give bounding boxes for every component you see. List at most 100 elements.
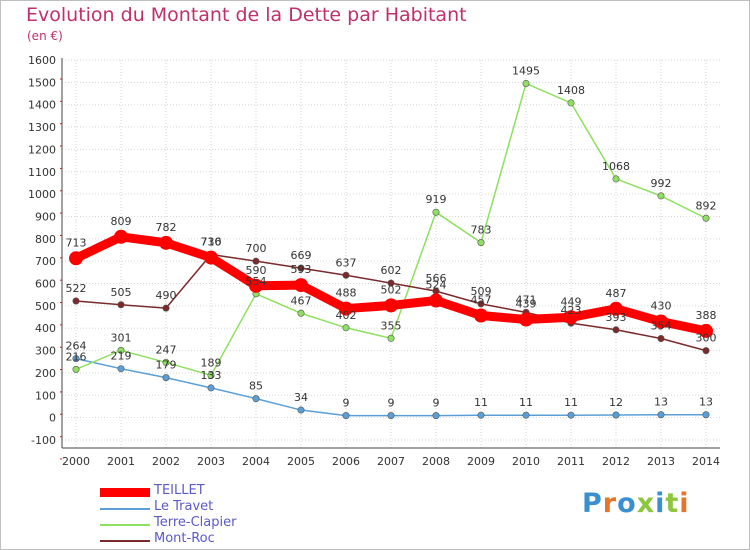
data-label: 1495 [512,64,540,77]
data-label: 9 [388,397,395,410]
data-label: 219 [111,350,132,363]
data-label-layer: 713 809 782 716 590 593 488 502 524 457 439 449 487 4… [66,64,717,409]
data-point [429,293,443,308]
series-teillet [69,229,713,338]
data-label: 524 [426,279,447,292]
data-point [249,278,263,293]
data-point [207,384,215,392]
data-label: 216 [66,350,87,363]
data-label: 554 [246,275,267,288]
data-point [477,239,485,247]
data-label: 393 [606,311,627,324]
data-label: 602 [381,264,402,277]
legend-label: TEILLET [154,483,205,498]
x-tick-label: 2010 [512,455,540,468]
y-tick-label: 600 [35,278,56,291]
data-label: 730 [201,235,222,248]
data-label: 13 [699,396,713,409]
data-point [339,301,353,316]
data-label: 430 [651,300,672,313]
x-tick-label: 2013 [647,455,675,468]
data-point [612,326,620,334]
data-point [522,79,530,87]
logo-letter: x [636,488,656,519]
logo-letter: r [602,488,618,519]
data-label: 637 [336,256,357,269]
data-label: 34 [294,391,308,404]
data-label: 487 [606,287,627,300]
axis-layer: -100 0 100 200 300 400 500 600 700 800 900 1000 1100… [28,54,720,468]
data-point [204,250,218,265]
logo-letter: i [655,488,666,519]
data-point [699,323,713,338]
data-point [72,355,80,363]
data-point [477,300,485,308]
data-label: 809 [111,215,132,228]
data-point [567,99,575,107]
data-point [114,229,128,244]
data-point [657,192,665,200]
data-label: 892 [696,199,717,212]
data-label: 355 [381,319,402,332]
data-point [432,208,440,216]
data-label: 264 [66,340,87,353]
data-label: 13 [654,396,668,409]
data-label: 11 [474,396,488,409]
data-label: 402 [336,309,357,322]
legend-item: Terre-Clapier [100,515,320,532]
y-tick-label: 700 [35,255,56,268]
data-point [474,308,488,323]
data-point [387,334,395,342]
data-label: 782 [156,221,177,234]
y-tick-label: 1500 [28,76,56,89]
data-point [702,347,710,355]
data-label: 783 [471,224,492,237]
legend-item: TEILLET [100,483,320,500]
data-point [117,365,125,373]
data-label: 354 [651,320,672,333]
data-point [297,264,305,272]
data-label: 9 [433,397,440,410]
logo-letter: o [617,488,637,519]
legend-swatch [100,488,150,497]
x-tick-label: 2007 [377,455,405,468]
data-label: 423 [561,304,582,317]
data-point [564,310,578,325]
data-label: 11 [564,396,578,409]
y-tick-label: 0 [49,412,56,425]
data-point [657,411,665,419]
data-point [162,304,170,312]
data-point [159,235,173,250]
data-point [384,298,398,313]
y-tick-label: 1200 [28,143,56,156]
legend-label: Mont-Roc [154,531,215,546]
data-label: 593 [291,263,312,276]
data-label: 713 [66,236,87,249]
data-point [297,406,305,414]
y-tick-label: 1100 [28,166,56,179]
data-point [657,335,665,343]
data-point [702,411,710,419]
data-label: 388 [696,309,717,322]
data-label: 669 [291,249,312,262]
data-point [117,301,125,309]
series-layer [69,79,713,420]
data-point [207,371,215,379]
y-tick-label: 200 [35,367,56,380]
grid-layer [62,59,720,448]
x-tick-label: 2009 [467,455,495,468]
y-tick-label: 1300 [28,121,56,134]
data-label: 247 [156,343,177,356]
y-tick-label: 1400 [28,99,56,112]
legend-swatch [100,524,150,526]
data-label: 566 [426,272,447,285]
chart-unit-label: (en €) [27,29,63,43]
data-point [522,411,530,419]
data-point [162,358,170,366]
data-point [567,411,575,419]
x-tick-label: 2000 [62,455,90,468]
x-tick-label: 2005 [287,455,315,468]
data-point [252,257,260,265]
data-point [432,412,440,420]
